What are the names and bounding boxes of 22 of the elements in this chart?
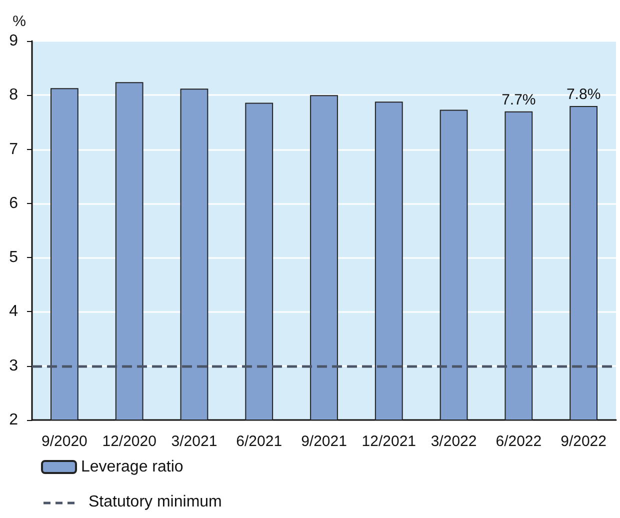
data-label: 7.8%: [566, 86, 601, 103]
y-tick-label: 2: [9, 412, 18, 428]
x-tick-label: 3/2021: [171, 433, 218, 450]
y-tick-label: 5: [9, 249, 18, 266]
y-axis-title: %: [12, 13, 26, 30]
x-tick-label: 6/2021: [236, 433, 282, 450]
y-tick-label: 4: [9, 303, 18, 320]
data-label: 7.7%: [502, 91, 536, 108]
x-tick-label: 3/2022: [430, 433, 477, 450]
y-tick-label: 9: [9, 32, 18, 50]
legend-label: Leverage ratio: [81, 458, 184, 476]
x-tick-label: 9/2021: [301, 433, 347, 450]
legend-label: Statutory minimum: [88, 494, 222, 510]
y-tick-label: 3: [9, 357, 18, 374]
x-tick-label: 12/2020: [102, 433, 156, 450]
y-tick-label: 6: [9, 194, 18, 212]
x-tick-label: 12/2021: [362, 433, 416, 450]
y-tick-label: 7: [9, 140, 18, 158]
x-tick-label: 6/2022: [496, 433, 542, 450]
x-tick-label: 9/2022: [560, 433, 606, 450]
x-tick-label: 9/2020: [42, 433, 88, 450]
y-tick-label: 8: [9, 86, 18, 104]
